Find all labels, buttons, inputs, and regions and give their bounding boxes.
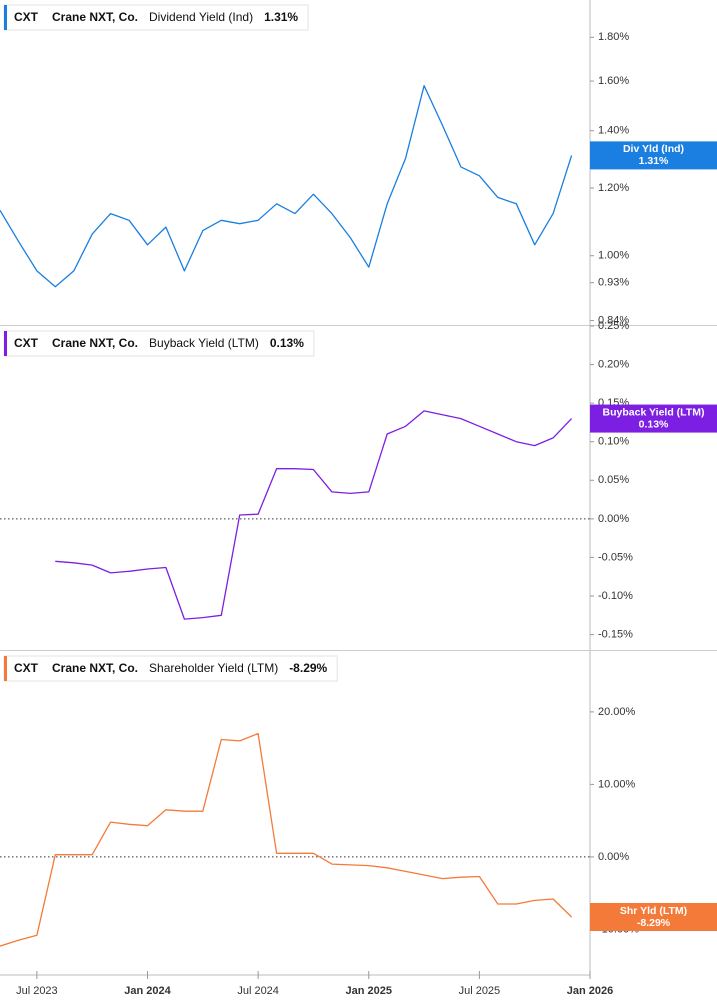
x-tick-label: Jul 2025 bbox=[459, 985, 501, 997]
value-badge bbox=[590, 903, 717, 932]
badge-value: 0.13% bbox=[639, 418, 669, 430]
x-tick-label: Jul 2023 bbox=[16, 985, 58, 997]
y-tick-label: 0.25% bbox=[598, 320, 629, 332]
badge-value: -8.29% bbox=[637, 917, 671, 929]
value-badge bbox=[590, 404, 717, 433]
y-tick-label: 1.40% bbox=[598, 125, 629, 137]
x-tick-label: Jan 2024 bbox=[124, 985, 171, 997]
legend-value: 0.13% bbox=[270, 336, 304, 350]
legend: CXT Crane NXT, Co. Buyback Yield (LTM) 0.13… bbox=[3, 330, 315, 357]
legend-name: Dividend Yield (Ind) bbox=[149, 10, 253, 24]
y-tick-label: 0.20% bbox=[598, 358, 629, 370]
legend: CXT Crane NXT, Co. Shareholder Yield (LTM)… bbox=[3, 655, 338, 682]
y-tick-label: 10.00% bbox=[598, 778, 636, 790]
y-tick-label: -0.05% bbox=[598, 551, 633, 563]
legend-value: -8.29% bbox=[289, 661, 327, 675]
badge-name: Buyback Yield (LTM) bbox=[603, 406, 705, 418]
line-series bbox=[55, 410, 573, 620]
y-tick-label: 20.00% bbox=[598, 706, 636, 718]
value-badge bbox=[590, 141, 717, 170]
company: Crane NXT, Co. bbox=[52, 336, 138, 350]
y-tick-label: 0.93% bbox=[598, 277, 629, 289]
legend-swatch bbox=[4, 5, 7, 30]
ticker: CXT bbox=[14, 661, 39, 675]
line-series bbox=[0, 732, 573, 947]
company: Crane NXT, Co. bbox=[52, 661, 138, 675]
plot-area bbox=[0, 85, 573, 288]
legend-box bbox=[3, 4, 309, 31]
y-tick-label: 0.05% bbox=[598, 474, 629, 486]
y-tick-label: 0.00% bbox=[598, 513, 629, 525]
legend-value: 1.31% bbox=[264, 10, 298, 24]
x-tick-label: Jul 2024 bbox=[237, 985, 279, 997]
ticker: CXT bbox=[14, 336, 39, 350]
legend-name: Shareholder Yield (LTM) bbox=[149, 661, 278, 675]
y-tick-label: 1.00% bbox=[598, 250, 629, 262]
plot-area bbox=[0, 732, 573, 947]
y-tick-label: 0.84% bbox=[598, 314, 629, 326]
company: Crane NXT, Co. bbox=[52, 10, 138, 24]
ticker: CXT bbox=[14, 10, 39, 24]
legend: CXT Crane NXT, Co. Dividend Yield (Ind) 1.3… bbox=[3, 4, 309, 31]
y-tick-label: -0.15% bbox=[598, 628, 633, 640]
legend-box bbox=[3, 330, 315, 357]
legend-swatch bbox=[4, 331, 7, 356]
y-tick-label: 1.80% bbox=[598, 31, 629, 43]
x-tick-label: Jan 2026 bbox=[567, 985, 613, 997]
legend-swatch bbox=[4, 656, 7, 681]
line-series bbox=[0, 85, 573, 288]
y-tick-label: 0.00% bbox=[598, 851, 629, 863]
badge-name: Div Yld (Ind) bbox=[623, 143, 684, 155]
y-tick-label: -0.10% bbox=[598, 590, 633, 602]
legend-name: Buyback Yield (LTM) bbox=[149, 336, 259, 350]
x-tick-label: Jan 2025 bbox=[346, 985, 392, 997]
legend-box bbox=[3, 655, 338, 682]
badge-value: 1.31% bbox=[639, 155, 669, 167]
y-tick-label: 1.20% bbox=[598, 182, 629, 194]
plot-area bbox=[55, 410, 573, 620]
y-tick-label: 1.60% bbox=[598, 75, 629, 87]
y-tick-label: 0.10% bbox=[598, 436, 629, 448]
badge-name: Shr Yld (LTM) bbox=[620, 905, 687, 917]
